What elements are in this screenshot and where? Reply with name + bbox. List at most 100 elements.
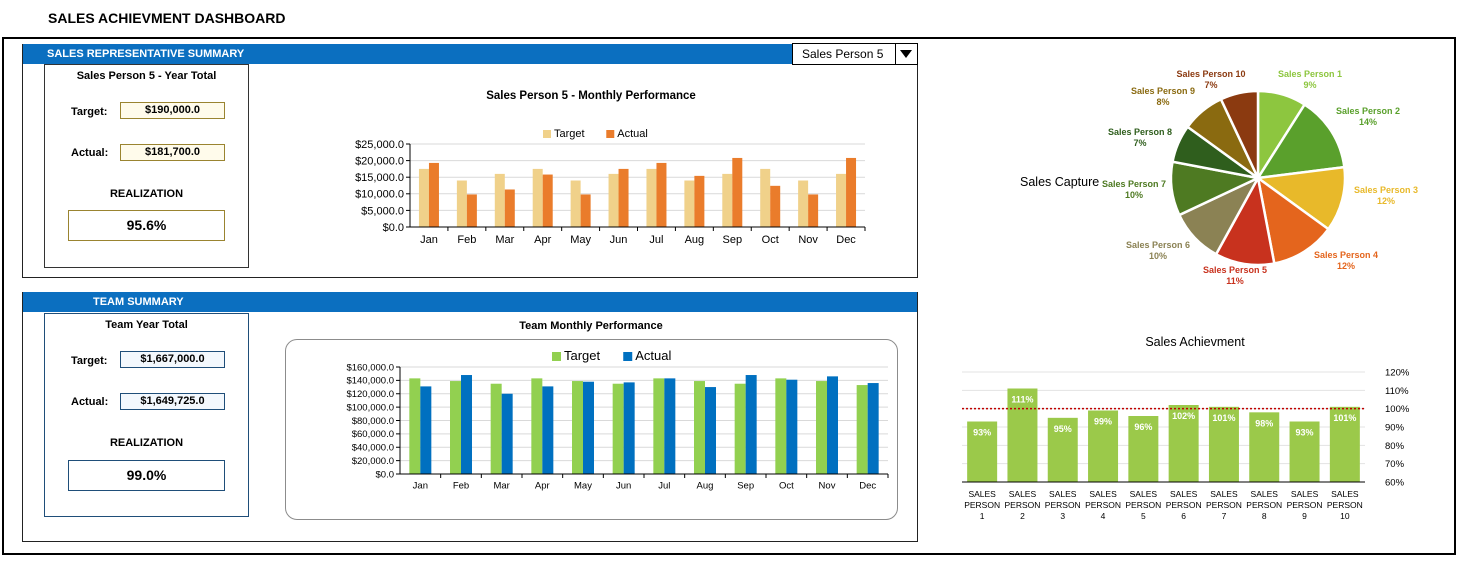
team-actual-value: $1,649,725.0: [120, 393, 225, 410]
y-tick-label: 80%: [1385, 441, 1405, 452]
rep-realization-label: REALIZATION: [109, 188, 184, 200]
bar-actual: [827, 376, 838, 474]
x-tick-label: Oct: [779, 481, 794, 492]
bar-target: [836, 173, 847, 227]
bar-actual: [705, 387, 716, 474]
bar-actual: [420, 386, 432, 474]
y-tick-label: 110%: [1385, 386, 1409, 397]
bar-actual: [580, 194, 591, 227]
achievement-bar: [1168, 405, 1199, 482]
team-realization-value: 99.0%: [68, 460, 225, 491]
bar-target: [531, 378, 543, 474]
pie-pct-label: 11%: [1226, 276, 1244, 286]
rep-actual-value: $181,700.0: [120, 144, 225, 161]
rep-target-label: Target:: [71, 106, 108, 118]
legend-swatch: [606, 130, 615, 138]
team-monthly-chart: Team Monthly Performance Target Actual $0.0…: [346, 320, 889, 492]
rep-monthly-chart: Sales Person 5 - Monthly Performance Targ…: [355, 90, 866, 246]
achievement-bar: [1249, 412, 1280, 482]
x-tick-label: 1: [980, 511, 985, 521]
legend-label: Actual: [635, 348, 671, 363]
bar-actual: [542, 386, 554, 474]
data-label: 93%: [973, 428, 991, 438]
bar-actual: [846, 157, 857, 227]
pie-slice: [1219, 89, 1260, 179]
achievement-bar: [967, 421, 998, 482]
legend-label: Actual: [617, 128, 648, 140]
x-tick-label: PERSON: [1045, 500, 1081, 510]
bar-target: [816, 381, 827, 474]
bar-target: [490, 383, 502, 474]
bar-actual: [466, 194, 477, 227]
x-tick-label: Apr: [535, 481, 550, 492]
x-tick-label: SALES: [1049, 489, 1077, 499]
x-tick-label: Nov: [819, 481, 836, 492]
bar-target: [494, 173, 505, 227]
bar-target: [856, 385, 868, 474]
x-tick-label: PERSON: [964, 500, 1000, 510]
x-tick-label: Aug: [685, 234, 705, 246]
pie-pct-label: 8%: [1156, 97, 1169, 107]
data-label: 93%: [1296, 428, 1314, 438]
bar-actual: [664, 378, 676, 474]
bar-actual: [542, 174, 553, 227]
chart-title: Sales Person 5 - Monthly Performance: [486, 90, 696, 102]
y-tick-label: $60,000.0: [352, 429, 394, 440]
bar-target: [570, 180, 581, 227]
team-summary-header-label: TEAM SUMMARY: [93, 296, 184, 308]
y-tick-label: $80,000.0: [352, 416, 394, 427]
rep-year-total-title: Sales Person 5 - Year Total: [76, 70, 217, 82]
x-tick-label: Mar: [493, 481, 509, 492]
pie-label: Sales Person 6: [1126, 240, 1190, 250]
x-tick-label: Feb: [453, 481, 469, 492]
bar-target: [798, 180, 809, 227]
pie-label: Sales Person 10: [1176, 69, 1245, 79]
x-tick-label: PERSON: [1125, 500, 1161, 510]
team-chart-frame: [285, 339, 898, 520]
bar-target: [775, 378, 787, 474]
bar-actual: [745, 375, 757, 474]
pie-label: Sales Person 9: [1131, 86, 1195, 96]
pie-label: Sales Person 2: [1336, 106, 1400, 116]
pie-label: Sales Person 1: [1278, 69, 1342, 79]
bar-target: [418, 168, 429, 227]
dashboard-frame: [2, 37, 1456, 555]
x-tick-label: Jul: [658, 481, 670, 492]
bar-actual: [428, 162, 439, 227]
sales-achievement-chart: Sales Achievment 60% 70% 80% 90% 100% 110% 120%…: [962, 335, 1410, 521]
bar-actual: [770, 185, 781, 227]
team-actual-label: Actual:: [71, 396, 109, 408]
x-tick-label: 4: [1101, 511, 1106, 521]
x-tick-label: Mar: [495, 234, 514, 246]
sales-person-selector[interactable]: Sales Person 5: [792, 43, 918, 65]
x-tick-label: PERSON: [1085, 500, 1121, 510]
bar-actual: [461, 375, 472, 474]
bar-target: [694, 381, 705, 474]
team-target-label: Target:: [71, 355, 108, 367]
bar-actual: [694, 175, 705, 227]
chevron-down-icon[interactable]: [895, 44, 917, 64]
bar-actual: [808, 194, 819, 227]
bar-actual: [732, 157, 743, 227]
team-year-total-title: Team Year Total: [105, 319, 188, 331]
bar-actual: [786, 379, 798, 474]
pie-slice: [1254, 165, 1347, 231]
x-tick-label: Oct: [762, 234, 779, 246]
pie-label: Sales Person 5: [1203, 265, 1267, 275]
data-label: 98%: [1255, 418, 1273, 428]
x-tick-label: PERSON: [1327, 500, 1363, 510]
data-label: 101%: [1333, 413, 1356, 423]
data-label: 95%: [1054, 424, 1072, 434]
y-tick-label: $20,000.0: [352, 456, 394, 467]
bar-target: [608, 173, 619, 227]
x-tick-label: Jun: [616, 481, 631, 492]
team-summary-header: TEAM SUMMARY: [23, 292, 917, 312]
x-tick-label: SALES: [1009, 489, 1037, 499]
x-tick-label: PERSON: [1206, 500, 1242, 510]
y-tick-label: $10,000.0: [355, 189, 404, 201]
sales-capture-chart: Sales Capture Sales Person 19% Sales Perso…: [1020, 69, 1418, 286]
x-tick-label: Sep: [723, 234, 743, 246]
rep-summary-header: SALES REPRESENTATIVE SUMMARY: [23, 44, 793, 64]
x-tick-label: 6: [1181, 511, 1186, 521]
y-tick-label: $0.0: [376, 469, 395, 480]
